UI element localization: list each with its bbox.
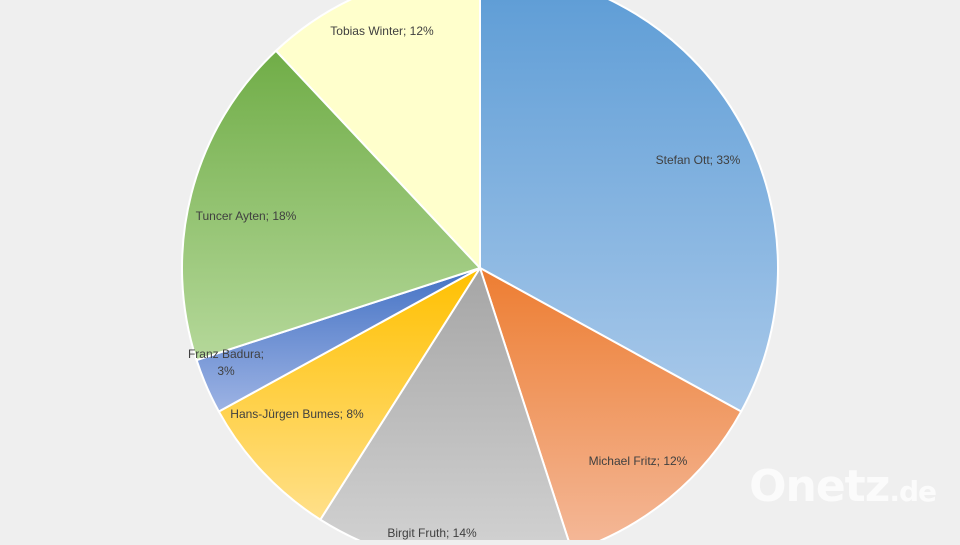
data-label-stefan-ott: Stefan Ott; 33% xyxy=(656,153,741,167)
data-label-michael-fritz: Michael Fritz; 12% xyxy=(589,454,688,468)
data-label-birgit-fruth: Birgit Fruth; 14% xyxy=(387,526,477,540)
onetz-watermark-logo: Onetz.de xyxy=(749,461,936,512)
data-label-hans-j-rgen-bumes: Hans-Jürgen Bumes; 8% xyxy=(230,407,364,421)
data-label-tobias-winter: Tobias Winter; 12% xyxy=(330,24,434,38)
watermark-brand: Onetz xyxy=(749,461,889,512)
data-label-tuncer-ayten: Tuncer Ayten; 18% xyxy=(196,209,297,223)
watermark-tld: .de xyxy=(889,475,936,508)
